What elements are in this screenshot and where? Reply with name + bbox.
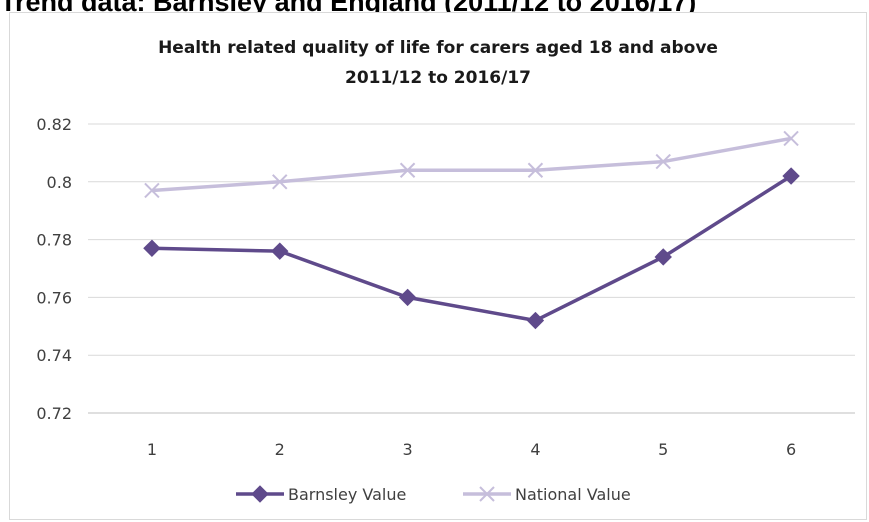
data-point-barnsley	[398, 288, 417, 307]
data-point-barnsley	[143, 239, 161, 257]
data-point-national	[144, 182, 160, 199]
legend-label: Barnsley Value	[288, 485, 406, 504]
data-point-barnsley	[271, 242, 289, 260]
x-tick-label: 5	[658, 440, 668, 459]
x-tick-label: 3	[402, 440, 412, 459]
x-tick-label: 2	[275, 440, 285, 459]
y-tick-label: 0.8	[47, 173, 72, 192]
x-tick-label: 4	[530, 440, 540, 459]
legend-marker	[479, 486, 495, 502]
data-point-national	[272, 174, 288, 190]
chart-frame	[9, 12, 867, 520]
data-point-barnsley	[782, 167, 800, 185]
x-tick-label: 6	[786, 440, 796, 459]
chart-title: Health related quality of life for carer…	[158, 38, 718, 58]
x-tick-label: 1	[147, 440, 157, 459]
legend-item: Barnsley Value	[236, 485, 406, 504]
series-line-barnsley	[151, 174, 793, 323]
data-point-barnsley	[526, 311, 545, 330]
data-point-national	[399, 162, 416, 178]
legend-marker	[251, 485, 269, 503]
series-line-national	[151, 136, 792, 193]
y-tick-label: 0.72	[36, 404, 72, 423]
data-point-national	[655, 153, 671, 170]
data-point-national	[783, 130, 799, 147]
y-tick-label: 0.78	[36, 231, 72, 250]
data-point-barnsley	[654, 248, 672, 266]
chart-subtitle: 2011/12 to 2016/17	[345, 68, 531, 88]
legend-item: National Value	[463, 485, 631, 504]
legend-label: National Value	[515, 485, 631, 504]
y-tick-label: 0.76	[36, 288, 72, 307]
data-point-national	[527, 162, 544, 178]
y-tick-label: 0.82	[36, 115, 72, 134]
y-tick-label: 0.74	[36, 346, 72, 365]
